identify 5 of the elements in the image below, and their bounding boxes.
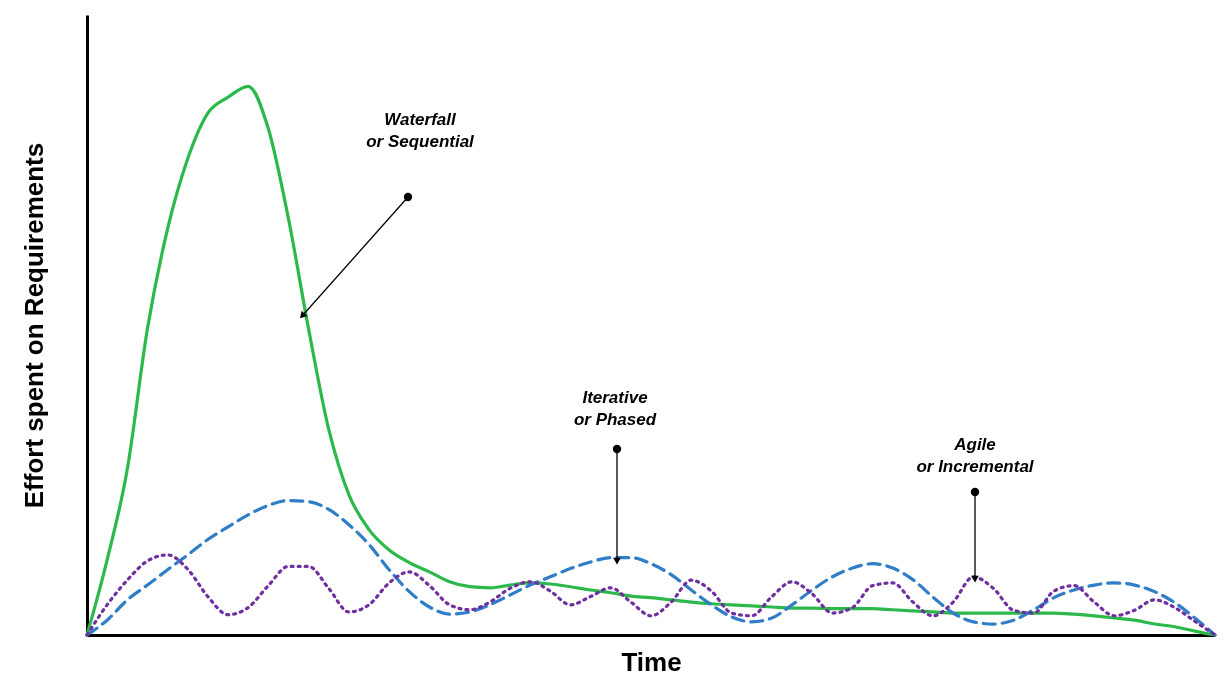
annotation: Iterative or Phased xyxy=(573,388,657,429)
annotation: Waterfall or Sequential xyxy=(366,110,476,151)
y-axis-title: Effort spent on Requirements xyxy=(18,142,49,509)
x-axis-title: Time xyxy=(621,646,682,677)
annotation: Agile or Incremental xyxy=(916,435,1035,476)
